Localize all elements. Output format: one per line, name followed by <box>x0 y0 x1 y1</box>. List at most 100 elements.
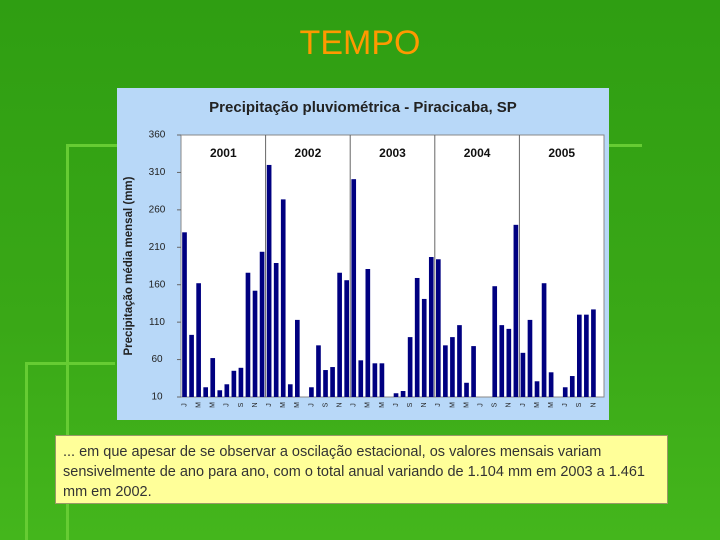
x-tick-label: J <box>266 403 273 407</box>
x-tick-label: S <box>407 402 414 407</box>
bar <box>266 164 272 397</box>
bar <box>182 232 187 397</box>
x-tick-label: M <box>195 402 202 408</box>
y-tick-label: 260 <box>149 204 166 215</box>
bar <box>231 370 237 397</box>
y-tick-label: 160 <box>149 279 166 290</box>
bar <box>196 283 201 397</box>
x-tick-label: M <box>548 402 555 408</box>
bar <box>287 384 293 397</box>
y-tick-label: 210 <box>149 242 166 253</box>
bar <box>224 384 230 397</box>
bar <box>294 319 300 397</box>
x-tick-label: S <box>576 402 583 407</box>
bar <box>541 283 547 397</box>
bar <box>273 263 279 397</box>
x-tick-label: J <box>224 403 231 407</box>
bar <box>280 199 286 397</box>
x-tick-label: N <box>506 402 513 407</box>
plot-area <box>180 134 605 398</box>
y-axis-label: Precipitação média mensal (mm) <box>123 176 135 355</box>
bar <box>344 280 350 397</box>
bar <box>527 319 533 397</box>
bar <box>584 314 589 397</box>
decoration <box>25 362 115 365</box>
x-tick-label: N <box>336 402 343 407</box>
bar <box>217 390 223 397</box>
bar <box>492 286 498 397</box>
bar <box>464 382 469 397</box>
x-tick-label: M <box>280 402 287 408</box>
bar <box>337 272 342 397</box>
x-tick-label: J <box>562 403 569 407</box>
x-tick-label: M <box>463 402 470 408</box>
x-tick-label: M <box>449 402 456 408</box>
bar <box>534 381 540 397</box>
bar <box>435 259 441 397</box>
bar <box>499 325 505 397</box>
x-tick-label: N <box>590 402 597 407</box>
x-tick-label: S <box>322 402 329 407</box>
year-label: 2005 <box>548 146 575 160</box>
y-tick-label: 360 <box>149 130 166 141</box>
x-tick-label: M <box>210 402 217 408</box>
bar <box>400 391 406 397</box>
bar <box>450 337 455 397</box>
y-tick-label: 310 <box>149 167 166 178</box>
x-tick-label: N <box>252 402 259 407</box>
slide-title: TEMPO <box>299 24 421 62</box>
y-tick-label: 10 <box>151 392 163 403</box>
bar <box>203 387 209 397</box>
bar <box>330 367 335 397</box>
bar <box>421 298 427 397</box>
x-tick-label: J <box>181 403 188 407</box>
bar <box>316 345 321 397</box>
year-label: 2002 <box>295 146 322 160</box>
x-tick-label: S <box>492 402 499 407</box>
x-tick-label: M <box>294 402 301 408</box>
year-label: 2001 <box>210 146 237 160</box>
y-tick-label: 110 <box>149 317 165 328</box>
x-tick-label: J <box>393 403 400 407</box>
y-tick-label: 60 <box>151 354 163 365</box>
bar <box>414 277 420 397</box>
bar <box>323 370 328 397</box>
bar <box>591 309 596 397</box>
bar <box>309 387 314 397</box>
x-tick-label: M <box>365 402 372 408</box>
x-tick-label: J <box>435 403 442 407</box>
bar <box>407 337 413 397</box>
decoration <box>25 362 28 540</box>
x-tick-label: J <box>477 403 484 407</box>
x-tick-label: M <box>534 402 541 408</box>
caption: ... em que apesar de se observar a oscil… <box>55 435 668 504</box>
x-tick-label: N <box>421 402 428 407</box>
x-tick-label: M <box>379 402 386 408</box>
bar <box>189 334 194 397</box>
year-label: 2003 <box>379 146 406 160</box>
decoration <box>66 144 69 540</box>
bar <box>372 363 378 397</box>
bar <box>428 257 434 397</box>
bar <box>506 328 512 397</box>
bar <box>457 325 462 397</box>
chart-title: Precipitação pluviométrica - Piracicaba,… <box>209 99 517 116</box>
bar <box>548 372 554 397</box>
x-tick-label: J <box>520 403 527 407</box>
bar <box>210 358 216 397</box>
bar <box>238 367 244 397</box>
bar <box>443 345 448 397</box>
bar <box>358 360 364 397</box>
bar <box>259 251 265 397</box>
bar <box>569 376 575 397</box>
x-tick-label: S <box>238 402 245 407</box>
bar <box>393 393 399 397</box>
chart: Precipitação pluviométrica - Piracicaba,… <box>117 88 609 420</box>
bar <box>562 387 568 397</box>
bar <box>365 268 371 397</box>
year-label: 2004 <box>464 146 491 160</box>
x-tick-label: J <box>351 403 358 407</box>
x-tick-label: J <box>308 403 315 407</box>
bar <box>520 352 526 397</box>
